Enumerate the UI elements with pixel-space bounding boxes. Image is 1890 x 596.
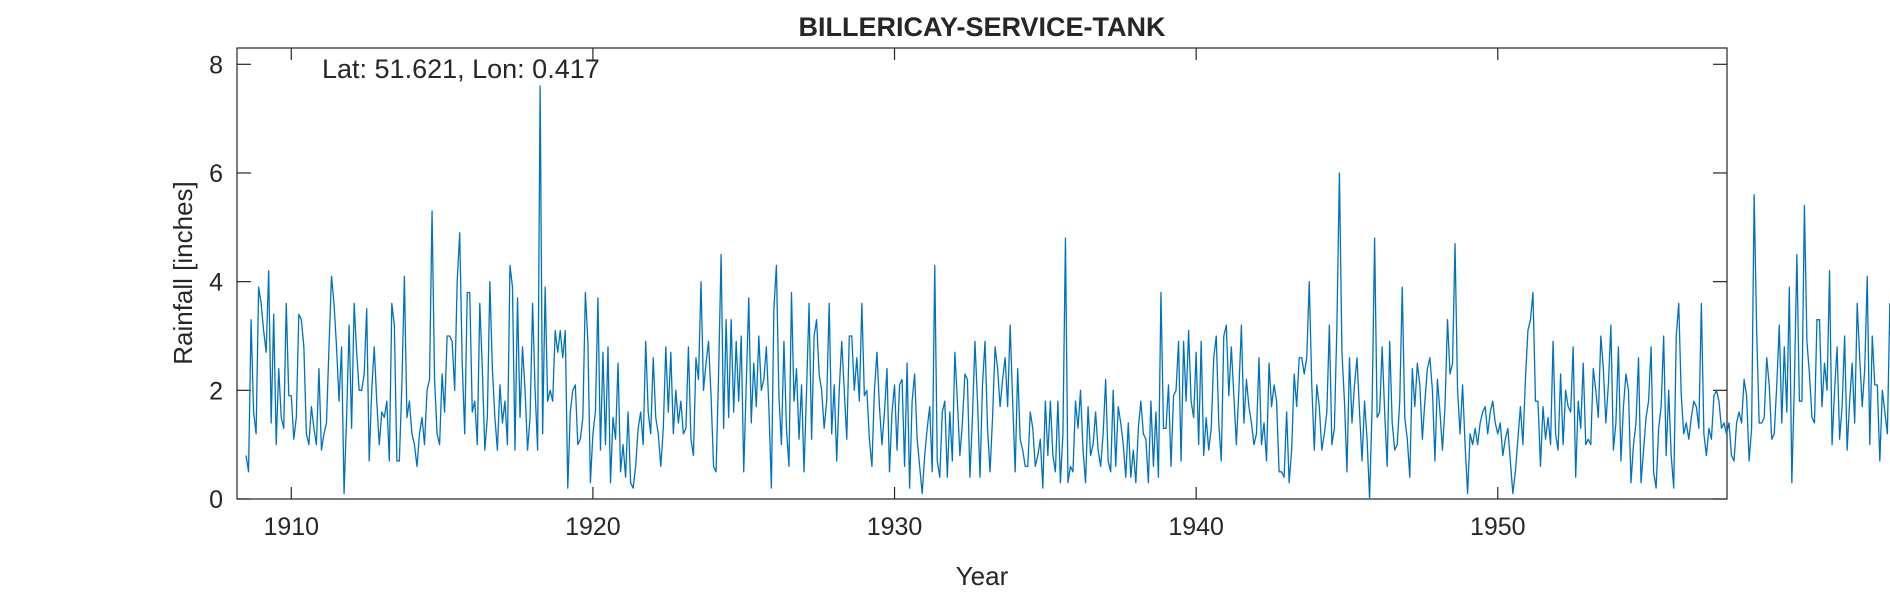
y-tick-label: 4 [209,269,223,297]
chart-title: BILLERICAY-SERVICE-TANK [798,12,1166,42]
y-tick-label: 2 [209,377,223,405]
y-axis: 0 2 4 6 8 [209,51,1727,514]
rainfall-series-line [245,85,1890,500]
plot-area: 1910 1920 1930 1940 1950 0 2 4 6 8 [209,47,1890,541]
x-tick-label: 1940 [1168,513,1224,541]
location-annotation: Lat: 51.621, Lon: 0.417 [322,54,600,84]
x-tick-label: 1920 [565,513,621,541]
y-tick-label: 8 [209,51,223,79]
y-axis-label: Rainfall [inches] [168,181,198,365]
y-tick-label: 0 [209,486,223,514]
y-tick-label: 6 [209,160,223,188]
x-axis-label: Year [956,561,1009,591]
plot-frame [236,47,1728,500]
x-axis: 1910 1920 1930 1940 1950 [263,48,1526,541]
x-tick-label: 1910 [263,513,319,541]
x-tick-label: 1950 [1470,513,1526,541]
x-tick-label: 1930 [867,513,923,541]
